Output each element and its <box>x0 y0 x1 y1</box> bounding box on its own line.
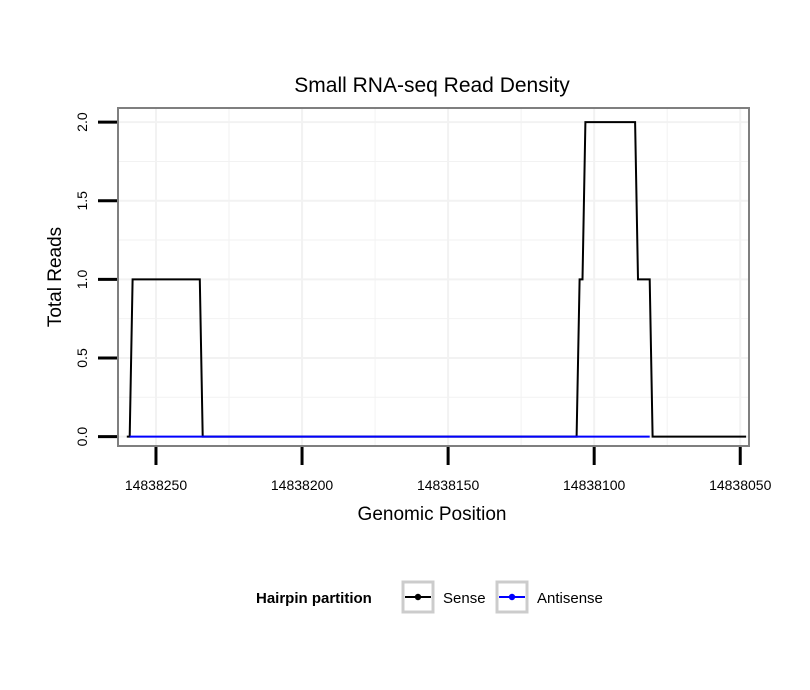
plot-panel <box>118 108 749 446</box>
x-tick-label: 14838200 <box>271 477 334 493</box>
y-tick-label: 1.0 <box>74 269 90 289</box>
y-tick-label: 1.5 <box>74 191 90 211</box>
grid-lines <box>118 108 749 446</box>
legend-item-sense: Sense <box>401 580 486 614</box>
legend-label: Sense <box>443 590 486 607</box>
legend-item-antisense: Antisense <box>495 580 603 614</box>
legend-items: Sense Antisense <box>401 580 603 614</box>
x-axis: 14838250 14838200 14838150 14838100 14838050 <box>125 447 772 493</box>
legend: Hairpin partition Sense Antisense <box>256 580 603 614</box>
x-tick-label: 14838100 <box>563 477 626 493</box>
series-line-sense <box>126 121 747 438</box>
y-tick-label: 2.0 <box>74 112 90 132</box>
y-axis-title: Total Reads <box>45 227 66 327</box>
legend-key-point <box>414 593 422 601</box>
plot-border <box>117 107 750 447</box>
x-tick-label: 14838150 <box>417 477 480 493</box>
legend-key-point <box>508 593 516 601</box>
x-tick-label: 14838250 <box>125 477 188 493</box>
y-tick-label: 0.0 <box>74 427 90 447</box>
y-tick-label: 0.5 <box>74 348 90 368</box>
y-axis: 0.0 0.5 1.0 1.5 2.0 <box>74 112 117 446</box>
legend-label: Antisense <box>537 590 603 607</box>
x-axis-title: Genomic Position <box>358 504 507 525</box>
legend-title: Hairpin partition <box>256 590 372 607</box>
chart-title: Small RNA-seq Read Density <box>294 74 570 97</box>
data-series <box>126 121 747 438</box>
x-tick-label: 14838050 <box>709 477 772 493</box>
